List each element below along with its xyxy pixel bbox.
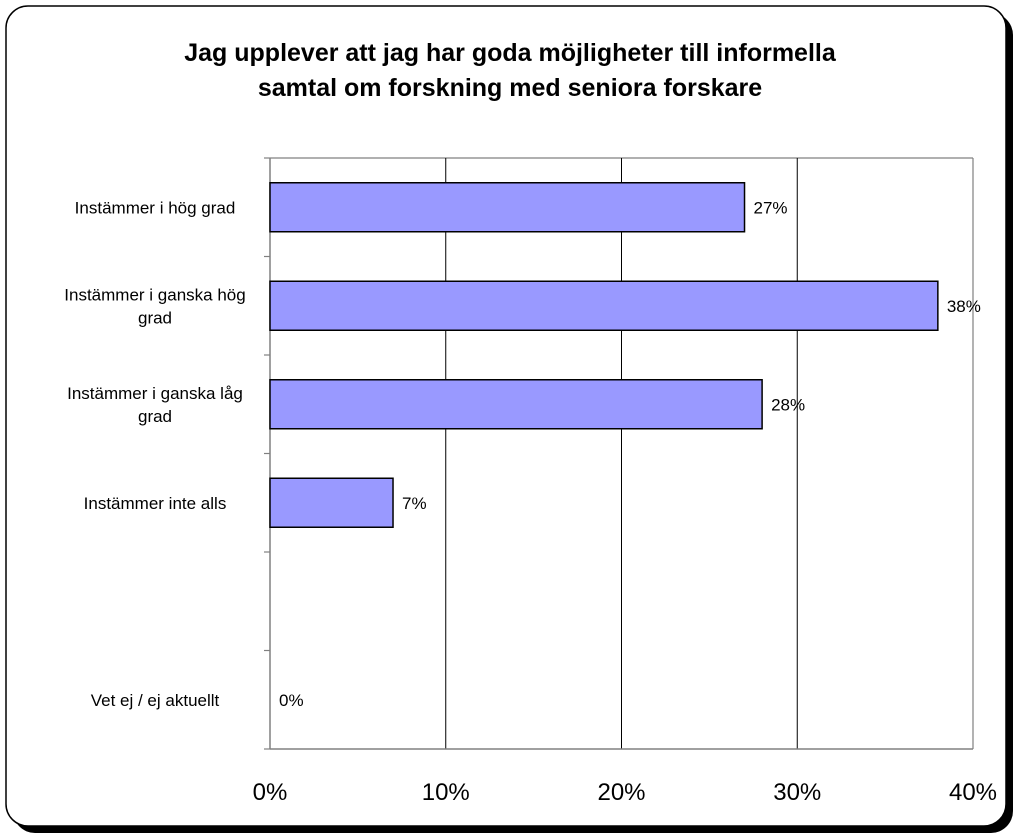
category-label-line: grad [138,308,172,327]
bar [269,280,939,331]
x-tick-label: 30% [773,779,821,806]
category-label: Instämmer i hög grad [75,198,236,217]
x-tick-label: 20% [597,779,645,806]
bar [269,379,763,430]
data-label: 27% [754,198,788,217]
data-label: 28% [771,395,805,414]
category-label: Instämmer i ganska hög grad [64,285,245,327]
data-label: 0% [279,691,304,710]
x-tick-label: 10% [422,779,470,806]
data-label: 38% [947,297,981,316]
category-label-line: Vet ej / ej aktuellt [91,691,220,710]
chart-title-line-1: Jag upplever att jag har goda möjlighete… [184,39,836,67]
plot-area: 0% 10% 20% 30% 40% 27% Instämmer i hög grad 38%… [64,157,997,806]
category-label-line: Instämmer inte alls [84,494,227,513]
category-label-line: Instämmer i ganska låg [67,384,243,403]
category-label-line: Instämmer i hög grad [75,198,236,217]
category-label-line: Instämmer i ganska hög [64,285,245,304]
x-tick-label: 40% [949,779,997,806]
category-label: Instämmer inte alls [84,494,227,513]
category-label-line: grad [138,407,172,426]
bar [269,477,394,528]
data-label: 7% [402,494,427,513]
category-label: Vet ej / ej aktuellt [91,691,220,710]
chart-title-line-2: samtal om forskning med seniora forskare [257,74,763,102]
x-tick-label: 0% [253,779,288,806]
category-label: Instämmer i ganska låg grad [67,384,243,426]
chart-title: Jag upplever att jag har goda möjlighete… [60,36,960,106]
bar [269,182,746,233]
